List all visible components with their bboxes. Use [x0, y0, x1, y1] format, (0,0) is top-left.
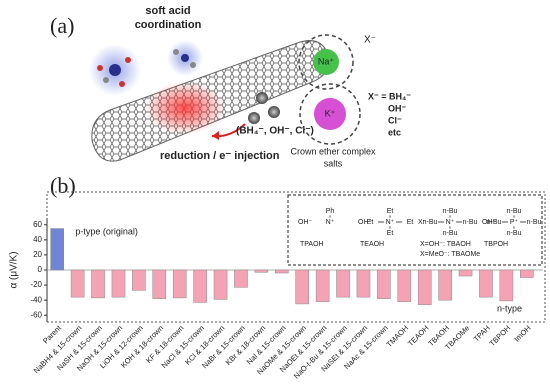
- diagram-label: (BH₄⁻, OH⁻, Cl⁻): [236, 126, 314, 137]
- diagram-label: X⁻ = BH₄⁻: [368, 91, 411, 101]
- bar: [213, 269, 228, 300]
- inset-label: N⁺: [446, 219, 455, 226]
- inset-label: n-Bu: [463, 219, 478, 226]
- inset-label: Et: [407, 219, 414, 226]
- diagram-label: OH⁻: [388, 103, 407, 113]
- diagram-label: coordination: [135, 19, 202, 31]
- arrow: [212, 131, 219, 140]
- inset-label: n-Bu: [487, 219, 502, 226]
- cation: [314, 98, 346, 130]
- bar: [315, 269, 330, 302]
- diagram-label: etc: [388, 127, 401, 137]
- panel-label: (b): [50, 173, 76, 198]
- y-axis-label: α (μV/K): [9, 251, 20, 288]
- bar: [499, 269, 514, 302]
- anion: [248, 112, 260, 124]
- diagram-label: reduction / e⁻ injection: [160, 150, 280, 162]
- inset-label: TPAOH: [300, 241, 324, 248]
- diagram-label: Crown ether complex: [290, 146, 376, 156]
- diagram-label: X⁻: [364, 35, 376, 46]
- bar: [172, 269, 187, 299]
- bar: [520, 269, 534, 278]
- y-tick-label: 60: [33, 220, 42, 229]
- inset-label: n-Bu: [507, 208, 522, 215]
- inset-label: Ph: [326, 208, 335, 215]
- diagram-label: salts: [324, 158, 343, 168]
- crown-ether: [298, 34, 354, 90]
- y-tick-label: 0: [38, 265, 43, 274]
- bar: [152, 269, 167, 299]
- diagram-label: K⁺: [325, 108, 336, 118]
- atom: [125, 57, 131, 63]
- inset-label: OH⁻: [358, 219, 373, 226]
- inset-label: n-Bu: [527, 219, 542, 226]
- inset-label: OH⁻: [482, 219, 497, 226]
- bar: [356, 269, 371, 298]
- bar: [417, 269, 432, 305]
- bar: [70, 269, 85, 298]
- inset-label: N⁺: [326, 219, 335, 226]
- inset-label: X⁻: [418, 219, 427, 226]
- molecule: [181, 54, 189, 62]
- bar: [275, 269, 289, 274]
- panel-label: (a): [50, 13, 74, 38]
- bar: [234, 269, 248, 288]
- inset-label: Et: [367, 219, 374, 226]
- inset-label: TEAOH: [360, 241, 384, 248]
- y-tick-label: 20: [33, 250, 42, 259]
- glow: [145, 82, 225, 134]
- bar: [50, 228, 64, 271]
- inset-label: P⁺: [510, 219, 519, 226]
- inset-label: n-Bu: [507, 230, 522, 237]
- y-tick-label: 40: [33, 235, 42, 244]
- inset-label: TBPOH: [484, 241, 508, 248]
- y-tick-label: -40: [30, 295, 42, 304]
- bar: [193, 269, 207, 303]
- bar: [295, 269, 309, 305]
- inset-label: Et: [387, 208, 394, 215]
- inset-label: n-Bu: [443, 230, 458, 237]
- plot-frame: [46, 191, 546, 323]
- x-tick-label: TBPOH: [488, 323, 513, 348]
- molecule: [109, 64, 121, 76]
- x-tick-label: TMAOH: [385, 323, 411, 349]
- bar: [254, 269, 269, 273]
- x-tick-label: TEAOH: [406, 323, 431, 348]
- bar: [438, 269, 452, 301]
- y-tick-label: -60: [30, 310, 42, 319]
- inset-label: N⁺: [386, 219, 395, 226]
- diagram-label: soft acid: [145, 5, 190, 17]
- bar: [377, 269, 391, 299]
- atom: [119, 81, 125, 87]
- bar: [458, 269, 473, 277]
- diagram-label: Na⁺: [318, 56, 335, 66]
- x-tick-label: ImOH: [512, 323, 532, 343]
- atom: [97, 65, 103, 71]
- diagram-label: Cl⁻: [388, 115, 402, 125]
- inset-label: OH⁻: [298, 219, 313, 226]
- inset-label: X=OH⁻: TBAOH: [420, 241, 471, 248]
- crown-ether: [299, 83, 361, 145]
- bar: [336, 269, 350, 298]
- bar: [479, 269, 493, 298]
- atom: [173, 49, 179, 55]
- annotation: n-type: [497, 304, 522, 314]
- atom: [103, 77, 109, 83]
- inset-label: n-Bu: [423, 219, 438, 226]
- anion: [256, 92, 268, 104]
- anion: [268, 106, 280, 118]
- bar: [91, 269, 105, 299]
- bar: [397, 269, 412, 302]
- bar: [111, 269, 126, 298]
- cation: [313, 49, 339, 75]
- inset-label: Et: [387, 230, 394, 237]
- y-tick-label: -20: [30, 280, 42, 289]
- inset-box: [287, 194, 543, 266]
- annotation: p-type (original): [75, 227, 138, 237]
- atom: [190, 62, 196, 68]
- inset-label: n-Bu: [443, 208, 458, 215]
- bar: [132, 269, 146, 291]
- inset-label: X=MeO⁻: TBAOMe: [420, 251, 480, 258]
